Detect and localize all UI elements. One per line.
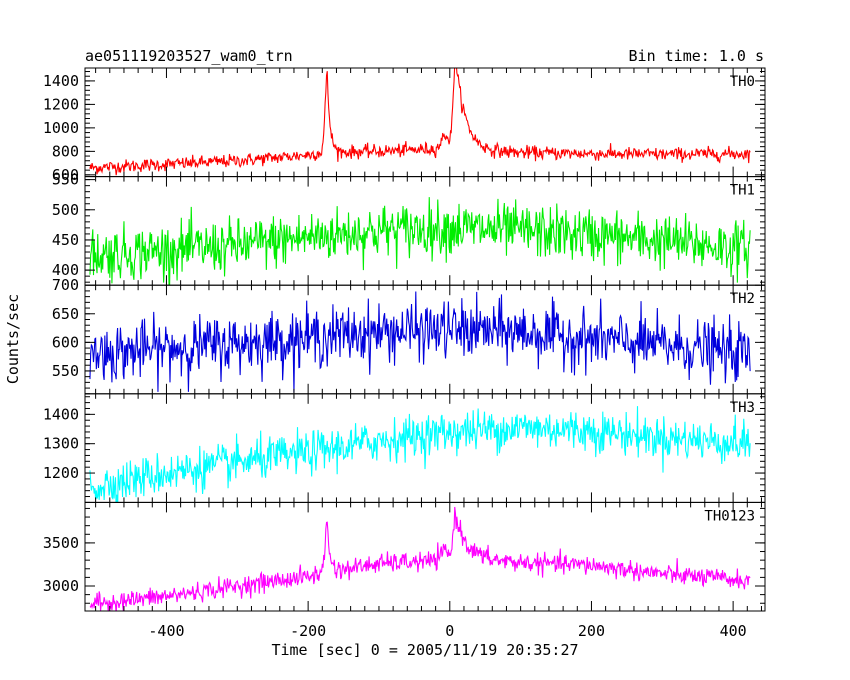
y-tick-label: 3000 <box>43 577 79 595</box>
panel-th0: 600 800 1000 1200 1400 TH0 <box>43 67 766 184</box>
series-line-th3 <box>89 406 751 503</box>
panel-label: TH0123 <box>704 508 755 524</box>
y-tick-label: 600 <box>52 166 79 184</box>
y-tick-label: 800 <box>52 142 79 160</box>
y-tick-label: 1000 <box>43 119 79 137</box>
y-tick-label: 3500 <box>43 534 79 552</box>
panel-frame <box>84 501 766 612</box>
y-tick-label: 1200 <box>43 464 79 482</box>
y-axis-label: Counts/sec <box>4 294 22 384</box>
panel-th1: 400 450 500 550 TH1 <box>52 171 766 286</box>
y-tick-label: 650 <box>52 305 79 323</box>
series-line-th0123 <box>89 506 751 611</box>
chart-title: ae051119203527_wam0_trn <box>85 47 293 65</box>
panel-th3: 1200 1300 1400 TH3 <box>43 393 766 503</box>
series-line-th2 <box>89 291 751 393</box>
y-tick-label: 400 <box>52 261 79 279</box>
panel-label: TH0 <box>730 74 755 90</box>
x-tick-label: -200 <box>290 622 326 640</box>
y-tick-label: 1200 <box>43 95 79 113</box>
y-tick-label: 1400 <box>43 72 79 90</box>
panel-label: TH3 <box>730 400 755 416</box>
series-line-th0 <box>89 68 751 176</box>
y-tick-label: 550 <box>52 362 79 380</box>
panel-th2: 550 600 650 700 TH2 <box>52 276 766 395</box>
panel-frame <box>84 176 766 286</box>
y-tick-label: 550 <box>52 171 79 189</box>
y-tick-label: 1400 <box>43 405 79 423</box>
y-tick-label: 500 <box>52 201 79 219</box>
y-tick-label: 450 <box>52 231 79 249</box>
x-tick-label: -400 <box>148 622 184 640</box>
y-tick-label: 700 <box>52 276 79 294</box>
series-line-th1 <box>89 197 751 286</box>
x-tick-label: 400 <box>720 622 747 640</box>
panel-label: TH2 <box>730 291 755 307</box>
x-tick-label: 0 <box>445 622 454 640</box>
x-axis-label: Time [sec] 0 = 2005/11/19 20:35:27 <box>271 641 578 659</box>
y-tick-label: 600 <box>52 333 79 351</box>
panel-label: TH1 <box>730 183 755 199</box>
y-tick-label: 1300 <box>43 435 79 453</box>
x-tick-label: 200 <box>578 622 605 640</box>
panel-th0123: 3000 3500 TH0123 <box>43 501 766 612</box>
x-axis: -400 -200 0 200 400 <box>148 622 746 640</box>
bin-time-label: Bin time: 1.0 s <box>629 47 764 65</box>
